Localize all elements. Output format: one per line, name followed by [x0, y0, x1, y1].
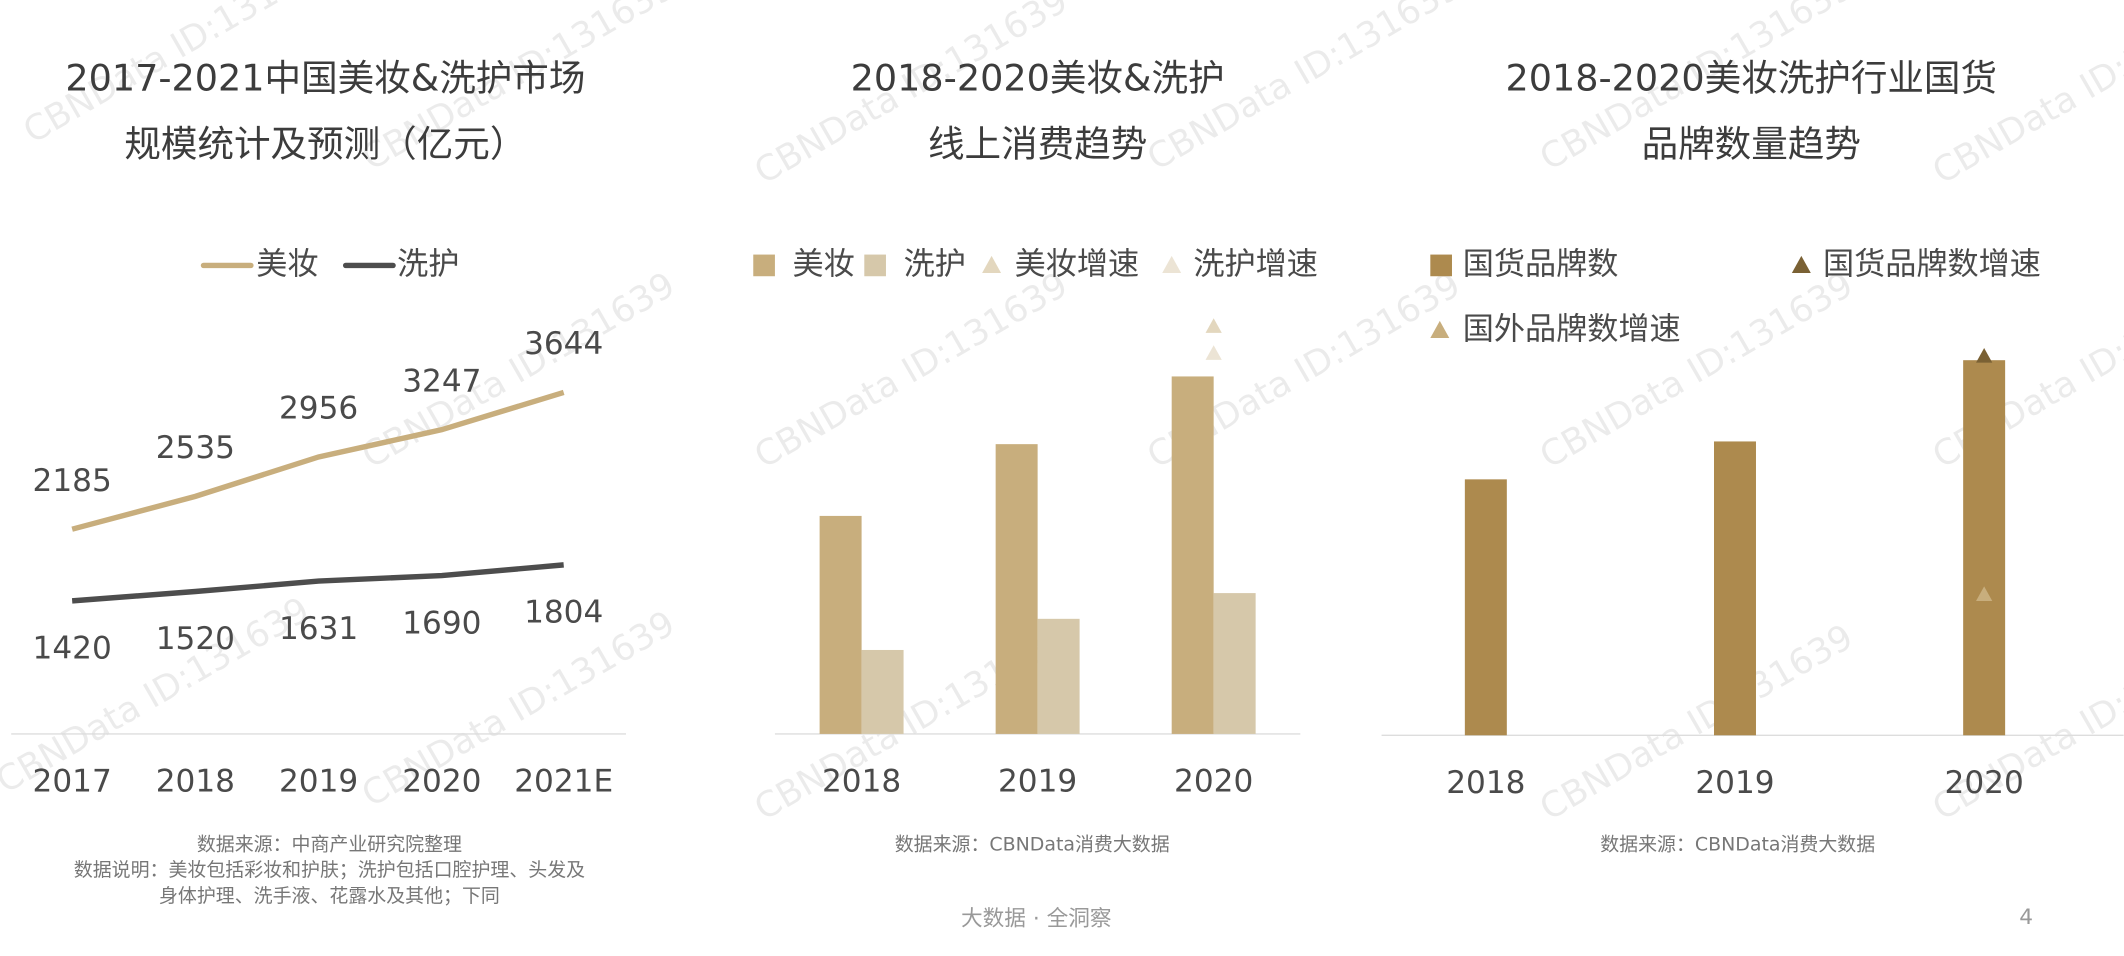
chart-title: 2018-2020美妆&洗护	[851, 56, 1225, 99]
data-label: 1690	[402, 605, 481, 641]
legend-label: 洗护	[397, 246, 459, 282]
bar	[1963, 360, 2006, 736]
chart-title: 线上消费趋势	[928, 123, 1147, 166]
x-tick-label: 2021E	[514, 764, 613, 800]
data-label: 1520	[156, 621, 235, 657]
note: 数据说明：美妆包括彩妆和护肤；洗护包括口腔护理、头发及	[74, 859, 585, 881]
watermark: CBNData ID:131639	[1926, 264, 2124, 476]
data-label: 2185	[33, 463, 112, 499]
growth-marker	[1976, 348, 1993, 363]
legend-label: 国货品牌数增速	[1823, 246, 2041, 282]
x-tick-label: 2018	[1446, 765, 1525, 801]
bar	[1037, 618, 1080, 734]
legend-label: 国外品牌数增速	[1463, 311, 1681, 347]
legend-swatch	[1162, 255, 1182, 273]
note: 数据来源：中商产业研究院整理	[197, 833, 462, 855]
bar	[1213, 593, 1256, 734]
legend-label: 美妆增速	[1015, 246, 1140, 282]
legend-label: 美妆	[256, 246, 318, 282]
note: 数据来源：CBNData消费大数据	[1600, 833, 1875, 855]
x-tick-label: 2019	[998, 764, 1077, 800]
x-tick-label: 2017	[33, 764, 112, 800]
bar	[1171, 376, 1214, 734]
legend-label: 国货品牌数	[1463, 246, 1619, 282]
watermark: CBNData ID:131639	[1533, 264, 1860, 476]
chart-title: 2018-2020美妆洗护行业国货	[1505, 56, 1997, 99]
data-label: 2956	[279, 391, 358, 427]
data-label: 1804	[524, 595, 603, 631]
x-tick-label: 2019	[279, 764, 358, 800]
growth-marker	[1205, 318, 1222, 333]
growth-marker	[1976, 586, 1993, 601]
bar	[1714, 441, 1756, 736]
note: 数据来源：CBNData消费大数据	[895, 833, 1170, 855]
data-label: 1420	[33, 631, 112, 667]
chart-title: 品牌数量趋势	[1642, 123, 1861, 166]
line	[71, 389, 565, 532]
legend-swatch	[1430, 320, 1450, 338]
legend-swatch	[753, 254, 775, 277]
chart-title: 规模统计及预测（亿元）	[124, 123, 526, 166]
page-number: 4	[2019, 905, 2033, 930]
note: 身体护理、洗手液、花露水及其他；下同	[159, 885, 500, 907]
data-label: 3644	[524, 326, 603, 362]
chart-title: 2017-2021中国美妆&洗护市场	[65, 56, 585, 99]
legend-swatch	[864, 254, 886, 277]
x-tick-label: 2018	[822, 764, 901, 800]
legend-swatch	[1791, 255, 1811, 273]
legend-label: 洗护	[904, 246, 966, 282]
bar	[995, 444, 1038, 734]
legend-label: 洗护增速	[1193, 246, 1318, 282]
bar	[861, 649, 904, 734]
x-tick-label: 2019	[1695, 765, 1774, 801]
legend-swatch	[982, 255, 1002, 273]
legend-swatch	[1430, 254, 1452, 277]
growth-marker	[1205, 345, 1222, 360]
footer-slogan: 大数据 · 全洞察	[961, 906, 1112, 931]
line	[71, 562, 564, 604]
data-label: 3247	[402, 363, 481, 399]
bar	[819, 515, 862, 734]
bar	[1464, 479, 1507, 736]
data-label: 1631	[279, 611, 358, 647]
data-label: 2535	[156, 430, 235, 466]
x-tick-label: 2020	[1174, 764, 1253, 800]
legend-label: 美妆	[793, 246, 855, 282]
x-tick-label: 2020	[1945, 765, 2024, 801]
x-tick-label: 2020	[402, 764, 481, 800]
x-tick-label: 2018	[156, 764, 235, 800]
